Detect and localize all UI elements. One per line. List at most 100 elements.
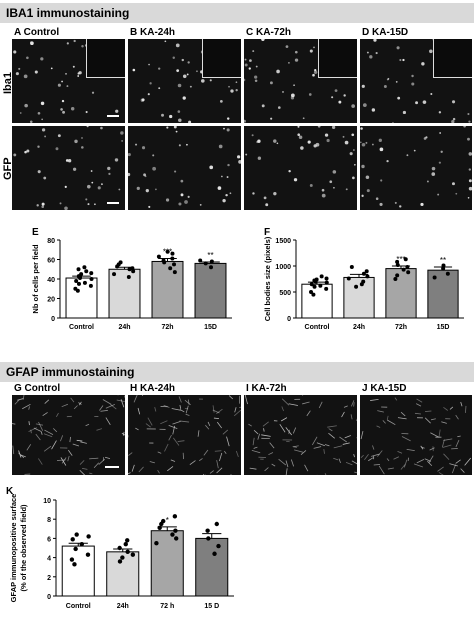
cell-body <box>18 67 21 70</box>
gfap-section-title: GFAP immunostaining <box>6 365 135 379</box>
astrocyte-process <box>278 458 287 466</box>
cell-body <box>177 83 182 88</box>
x-tick-label: 24h <box>117 603 129 610</box>
cell-body <box>41 205 45 208</box>
astrocyte-process <box>12 423 16 425</box>
cell-body <box>429 49 433 54</box>
astrocyte-process <box>22 403 31 410</box>
cell-body <box>413 149 416 152</box>
cell-body <box>397 96 401 100</box>
cell-body <box>182 96 186 100</box>
cell-body <box>85 110 88 114</box>
astrocyte-process <box>394 397 398 401</box>
astrocyte-process <box>451 464 456 474</box>
bar-15d <box>194 262 227 319</box>
data-point <box>172 262 177 267</box>
cell-body <box>331 96 334 99</box>
cell-body <box>182 74 187 79</box>
cell-body <box>229 192 232 195</box>
data-point <box>79 272 84 277</box>
cell-body <box>451 120 455 123</box>
cell-body <box>300 146 304 150</box>
astrocyte-process <box>131 464 135 472</box>
x-tick-label: Control <box>69 324 94 331</box>
data-point <box>349 265 354 270</box>
cell-body <box>44 135 47 138</box>
astrocyte-process <box>17 398 24 401</box>
astrocyte-process <box>214 450 222 452</box>
cell-body <box>61 80 63 83</box>
cell-body <box>135 143 138 146</box>
data-point <box>314 277 319 282</box>
cell-body <box>467 137 470 141</box>
y-tick-label: 6 <box>47 536 51 543</box>
data-point <box>214 521 219 527</box>
cell-body <box>273 191 277 196</box>
cell-body <box>252 192 255 195</box>
cell-body <box>288 62 290 64</box>
data-point <box>86 534 91 539</box>
data-point <box>170 251 175 256</box>
astrocyte-process <box>42 412 48 417</box>
astrocyte-process <box>167 466 174 472</box>
astrocyte-process <box>251 450 261 454</box>
cell-body <box>415 101 419 105</box>
cell-body <box>282 91 284 93</box>
astrocyte-process <box>85 423 90 427</box>
cell-body <box>257 139 261 143</box>
astrocyte-process <box>455 459 461 464</box>
cell-body <box>181 58 185 62</box>
astrocyte-process <box>441 421 447 424</box>
cell-body <box>342 135 345 138</box>
cell-body <box>165 198 170 202</box>
cell-body <box>225 193 228 197</box>
data-point <box>324 280 329 285</box>
data-point <box>170 532 175 537</box>
astrocyte-process <box>120 399 125 408</box>
data-point <box>76 267 81 272</box>
micrograph-inset <box>318 39 357 78</box>
astrocyte-process <box>437 466 444 472</box>
cell-body <box>361 84 365 88</box>
cell-body <box>121 139 124 142</box>
cell-body <box>245 153 248 156</box>
cell-body <box>188 120 192 123</box>
cell-body <box>351 133 355 137</box>
astrocyte-process <box>128 452 133 456</box>
cell-body <box>222 198 226 203</box>
astrocyte-process <box>400 464 406 470</box>
astrocyte-process <box>393 456 400 460</box>
cell-body <box>187 195 190 198</box>
astrocyte-process <box>449 406 454 410</box>
astrocyte-process <box>222 429 229 435</box>
data-point <box>205 528 210 533</box>
data-point <box>165 249 170 254</box>
cell-body <box>66 85 69 88</box>
cell-body <box>169 114 173 119</box>
data-point <box>84 269 89 274</box>
astrocyte-process <box>12 445 15 455</box>
cell-body <box>43 176 47 180</box>
cell-body <box>468 168 472 171</box>
data-point <box>393 277 398 281</box>
cell-body <box>383 85 387 88</box>
cell-body <box>136 186 140 191</box>
scale-bar <box>107 115 119 117</box>
data-point <box>309 290 314 294</box>
astrocyte-process <box>372 445 375 450</box>
cell-body <box>326 138 330 143</box>
cell-body <box>178 118 182 123</box>
cell-body <box>177 110 181 113</box>
astrocyte-process <box>80 441 87 444</box>
cell-body <box>420 202 424 207</box>
cell-body <box>175 43 180 48</box>
cell-body <box>438 111 442 114</box>
cell-body <box>184 200 188 204</box>
astrocyte-process <box>79 460 85 465</box>
cell-body <box>261 104 265 108</box>
y-tick-label: 1500 <box>275 238 291 245</box>
data-point <box>174 536 179 541</box>
astrocyte-process <box>187 399 190 405</box>
cell-body <box>187 61 190 64</box>
data-point <box>89 271 94 276</box>
